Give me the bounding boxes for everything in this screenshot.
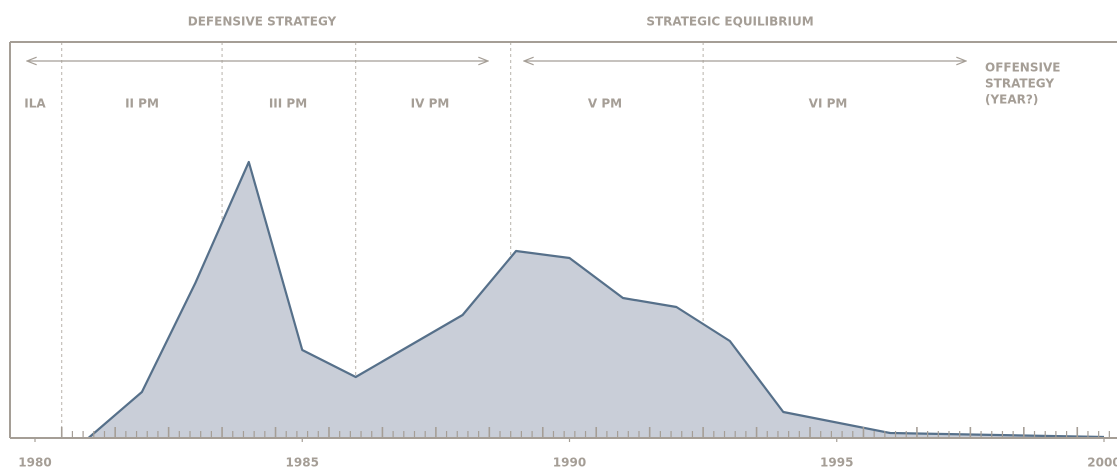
area <box>88 162 1104 438</box>
x-tick-label: 2000 <box>1087 456 1117 470</box>
x-tick-label: 1985 <box>286 456 319 470</box>
x-tick-label: 1980 <box>18 456 51 470</box>
strategy-label: DEFENSIVE STRATEGY <box>188 15 337 29</box>
phase-label: IV PM <box>411 97 450 111</box>
phase-label: ILA <box>24 97 46 111</box>
phase-label: III PM <box>269 97 307 111</box>
line <box>87 160 1105 439</box>
phase-label: V PM <box>588 97 622 111</box>
offensive-label: (YEAR?) <box>985 93 1038 107</box>
x-tick-label: 1990 <box>553 456 586 470</box>
offensive-label: STRATEGY <box>985 77 1054 91</box>
phase-label: II PM <box>125 97 159 111</box>
x-tick-label: 1995 <box>820 456 853 470</box>
offensive-label: OFFENSIVE <box>985 61 1060 75</box>
strategy-label: STRATEGIC EQUILIBRIUM <box>646 15 813 29</box>
phase-label: VI PM <box>809 97 848 111</box>
